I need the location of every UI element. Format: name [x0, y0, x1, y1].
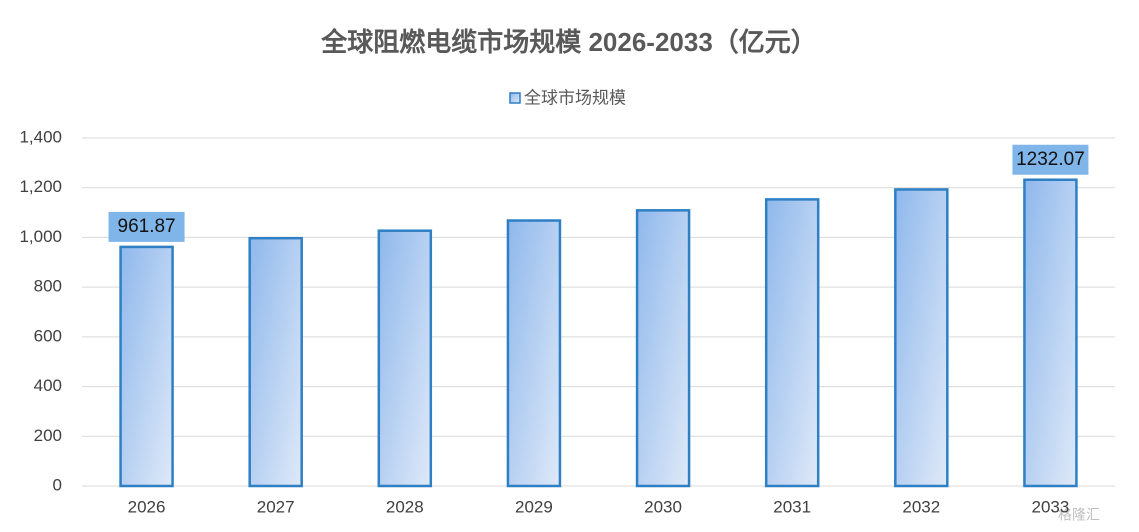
x-tick-label: 2030 [644, 497, 682, 516]
bar [1023, 178, 1078, 488]
legend: 全球市场规模 [509, 88, 626, 107]
data-label: 1232.07 [1016, 149, 1085, 170]
data-label: 961.87 [118, 216, 176, 237]
y-tick-label: 0 [53, 475, 62, 494]
y-tick-label: 400 [34, 376, 62, 395]
y-tick-label: 1,000 [19, 227, 62, 246]
y-tick-label: 600 [34, 326, 62, 345]
y-tick-label: 1,200 [19, 177, 62, 196]
bar [506, 219, 562, 488]
watermark: 格隆汇 [1058, 507, 1100, 523]
x-tick-label: 2026 [128, 497, 166, 516]
x-tick-label: 2032 [902, 497, 940, 516]
legend-swatch [509, 92, 521, 104]
bar [377, 229, 433, 488]
y-tick-label: 800 [34, 277, 62, 296]
bar [894, 188, 949, 488]
bar [635, 209, 691, 488]
bar [764, 198, 820, 488]
x-tick-label: 2033 [1032, 497, 1070, 516]
bar [248, 236, 303, 488]
y-tick-label: 200 [34, 426, 62, 445]
legend-label: 全球市场规模 [524, 88, 626, 107]
chart-title: 全球阻燃电缆市场规模 2026-2033（亿元） [320, 27, 817, 57]
data-label-box [1012, 144, 1089, 175]
bar [119, 245, 174, 488]
x-tick-label: 2027 [257, 497, 295, 516]
x-tick-label: 2031 [773, 497, 811, 516]
y-tick-label: 1,400 [19, 127, 62, 146]
x-tick-label: 2029 [515, 497, 553, 516]
x-tick-label: 2028 [386, 497, 424, 516]
data-label-box [108, 211, 185, 242]
